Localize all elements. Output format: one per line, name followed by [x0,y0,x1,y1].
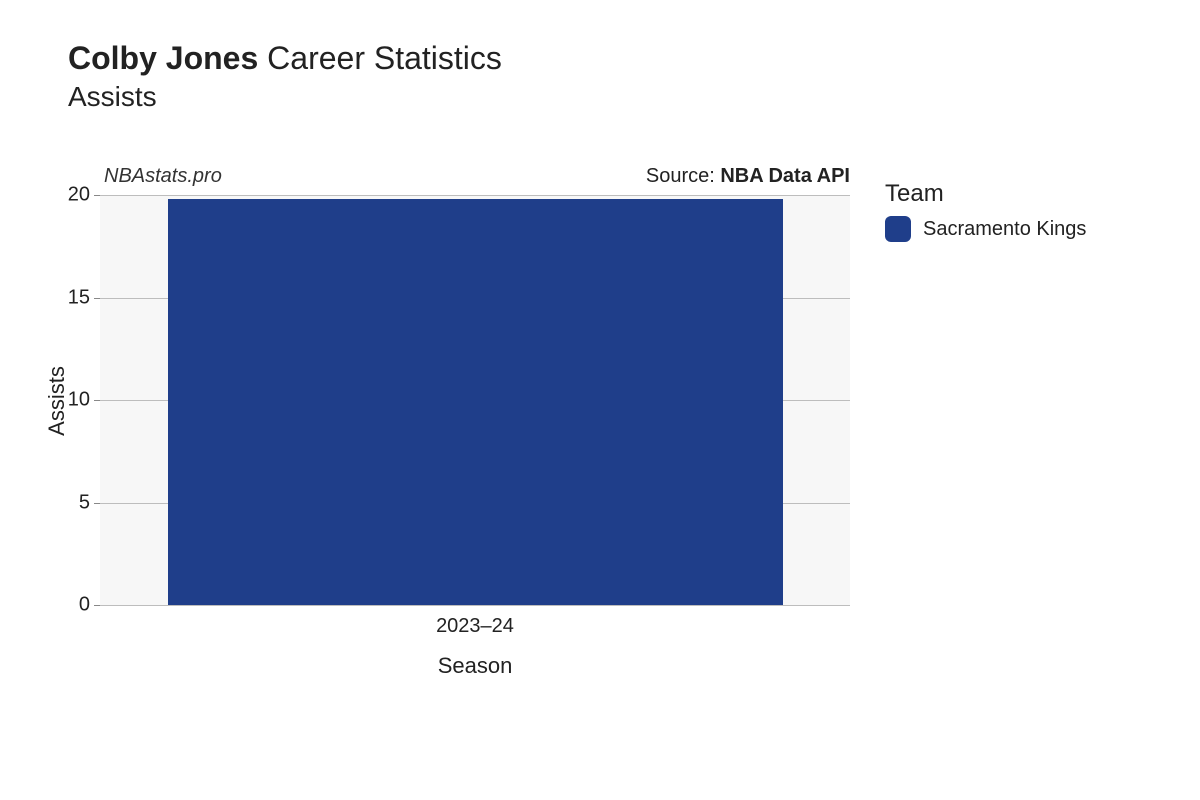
source-attribution: Source: NBA Data API [646,165,850,188]
legend-item: Sacramento Kings [885,216,1086,242]
y-tick-mark [94,400,100,401]
y-tick-mark [94,195,100,196]
source-value: NBA Data API [720,165,850,187]
y-tick-mark [94,298,100,299]
y-axis-title: Assists [44,366,70,436]
y-tick-label: 5 [50,491,100,514]
chart-subtitle: Assists [68,81,502,113]
bar [168,199,783,605]
legend-swatch [885,216,911,242]
y-tick-label: 15 [50,286,100,309]
chart-container: Colby Jones Career Statistics Assists 05… [0,0,1200,800]
y-tick-mark [94,605,100,606]
source-label: Source: [646,165,720,187]
x-tick-label: 2023–24 [436,605,514,638]
plot-area: 051015202023–24 [100,195,850,605]
legend: Team Sacramento Kings [885,180,1086,242]
player-name: Colby Jones [68,40,258,76]
grid-line [100,195,850,196]
title-block: Colby Jones Career Statistics Assists [68,40,502,113]
y-tick-mark [94,503,100,504]
watermark-text: NBAstats.pro [104,165,222,188]
legend-label: Sacramento Kings [923,218,1086,241]
y-tick-label: 0 [50,594,100,617]
y-tick-label: 20 [50,184,100,207]
legend-title: Team [885,180,1086,208]
title-suffix: Career Statistics [267,40,502,76]
chart-title: Colby Jones Career Statistics [68,40,502,77]
x-axis-title: Season [438,653,513,679]
